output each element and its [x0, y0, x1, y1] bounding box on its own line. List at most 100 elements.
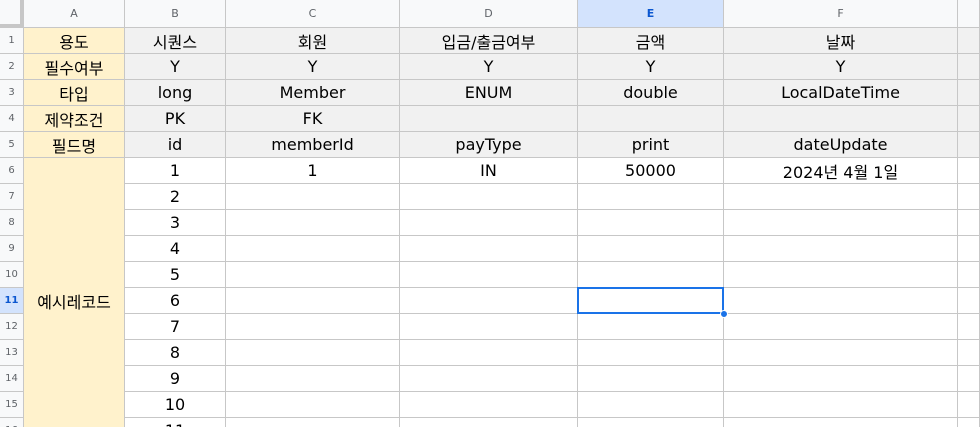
cell-e5[interactable]: print — [578, 132, 724, 158]
row-header-12[interactable]: 12 — [0, 314, 24, 340]
cell-d13[interactable] — [400, 340, 578, 366]
row-header-4[interactable]: 4 — [0, 106, 24, 132]
row-header-15[interactable]: 15 — [0, 392, 24, 418]
cell-extra7[interactable] — [958, 184, 980, 210]
cell-e2[interactable]: Y — [578, 54, 724, 80]
cell-c14[interactable] — [226, 366, 400, 392]
fill-handle[interactable] — [720, 310, 728, 318]
cell-e12[interactable] — [578, 314, 724, 340]
cell-c6[interactable]: 1 — [226, 158, 400, 184]
cell-b8[interactable]: 3 — [125, 210, 226, 236]
column-header-f[interactable]: F — [724, 0, 958, 28]
cell-e6[interactable]: 50000 — [578, 158, 724, 184]
cell-e16[interactable] — [578, 418, 724, 427]
cell-extra1[interactable] — [958, 28, 980, 54]
cell-c12[interactable] — [226, 314, 400, 340]
column-header-e[interactable]: E — [578, 0, 724, 28]
cell-d7[interactable] — [400, 184, 578, 210]
cell-extra8[interactable] — [958, 210, 980, 236]
cell-a5[interactable]: 필드명 — [24, 132, 125, 158]
cell-a2[interactable]: 필수여부 — [24, 54, 125, 80]
cell-d1[interactable]: 입금/출금여부 — [400, 28, 578, 54]
cell-f16[interactable] — [724, 418, 958, 427]
cell-d3[interactable]: ENUM — [400, 80, 578, 106]
cell-f14[interactable] — [724, 366, 958, 392]
cell-d15[interactable] — [400, 392, 578, 418]
cell-c10[interactable] — [226, 262, 400, 288]
cell-d14[interactable] — [400, 366, 578, 392]
cell-e7[interactable] — [578, 184, 724, 210]
cell-d8[interactable] — [400, 210, 578, 236]
cell-extra15[interactable] — [958, 392, 980, 418]
row-header-13[interactable]: 13 — [0, 340, 24, 366]
cell-c1[interactable]: 회원 — [226, 28, 400, 54]
cell-b15[interactable]: 10 — [125, 392, 226, 418]
row-header-5[interactable]: 5 — [0, 132, 24, 158]
cell-extra14[interactable] — [958, 366, 980, 392]
cell-b11[interactable]: 6 — [125, 288, 226, 314]
cell-extra10[interactable] — [958, 262, 980, 288]
cell-a3[interactable]: 타입 — [24, 80, 125, 106]
cell-extra12[interactable] — [958, 314, 980, 340]
cell-b7[interactable]: 2 — [125, 184, 226, 210]
row-header-16[interactable]: 16 — [0, 418, 24, 427]
cell-extra9[interactable] — [958, 236, 980, 262]
cell-d16[interactable] — [400, 418, 578, 427]
cell-d12[interactable] — [400, 314, 578, 340]
row-header-9[interactable]: 9 — [0, 236, 24, 262]
cell-c9[interactable] — [226, 236, 400, 262]
cell-e3[interactable]: double — [578, 80, 724, 106]
row-header-11[interactable]: 11 — [0, 288, 24, 314]
cell-b4[interactable]: PK — [125, 106, 226, 132]
cell-b1[interactable]: 시퀀스 — [125, 28, 226, 54]
cell-e8[interactable] — [578, 210, 724, 236]
cell-b2[interactable]: Y — [125, 54, 226, 80]
row-header-2[interactable]: 2 — [0, 54, 24, 80]
row-header-1[interactable]: 1 — [0, 28, 24, 54]
cell-e10[interactable] — [578, 262, 724, 288]
cell-f7[interactable] — [724, 184, 958, 210]
cell-d5[interactable]: payType — [400, 132, 578, 158]
cell-f9[interactable] — [724, 236, 958, 262]
cell-d4[interactable] — [400, 106, 578, 132]
cell-e11[interactable] — [578, 288, 724, 314]
cell-f15[interactable] — [724, 392, 958, 418]
cell-f13[interactable] — [724, 340, 958, 366]
merged-cell-example-label[interactable]: 예시레코드 — [24, 158, 125, 427]
cell-e14[interactable] — [578, 366, 724, 392]
row-header-14[interactable]: 14 — [0, 366, 24, 392]
cell-e4[interactable] — [578, 106, 724, 132]
cell-f10[interactable] — [724, 262, 958, 288]
cell-c11[interactable] — [226, 288, 400, 314]
cell-b16[interactable]: 11 — [125, 418, 226, 427]
cell-f5[interactable]: dateUpdate — [724, 132, 958, 158]
cell-b13[interactable]: 8 — [125, 340, 226, 366]
cell-b5[interactable]: id — [125, 132, 226, 158]
cell-extra5[interactable] — [958, 132, 980, 158]
cell-f12[interactable] — [724, 314, 958, 340]
cell-c16[interactable] — [226, 418, 400, 427]
cell-d11[interactable] — [400, 288, 578, 314]
cell-extra11[interactable] — [958, 288, 980, 314]
row-header-8[interactable]: 8 — [0, 210, 24, 236]
select-all-corner[interactable] — [0, 0, 24, 28]
cell-f4[interactable] — [724, 106, 958, 132]
cell-f11[interactable] — [724, 288, 958, 314]
cell-b10[interactable]: 5 — [125, 262, 226, 288]
cell-e1[interactable]: 금액 — [578, 28, 724, 54]
cell-extra3[interactable] — [958, 80, 980, 106]
column-header-extra[interactable] — [958, 0, 980, 28]
cell-c5[interactable]: memberId — [226, 132, 400, 158]
cell-f2[interactable]: Y — [724, 54, 958, 80]
cell-c13[interactable] — [226, 340, 400, 366]
cell-f8[interactable] — [724, 210, 958, 236]
cell-e9[interactable] — [578, 236, 724, 262]
cell-c7[interactable] — [226, 184, 400, 210]
cell-f3[interactable]: LocalDateTime — [724, 80, 958, 106]
cell-b14[interactable]: 9 — [125, 366, 226, 392]
cell-d10[interactable] — [400, 262, 578, 288]
cell-b3[interactable]: long — [125, 80, 226, 106]
cell-b6[interactable]: 1 — [125, 158, 226, 184]
cell-a1[interactable]: 용도 — [24, 28, 125, 54]
cell-d9[interactable] — [400, 236, 578, 262]
